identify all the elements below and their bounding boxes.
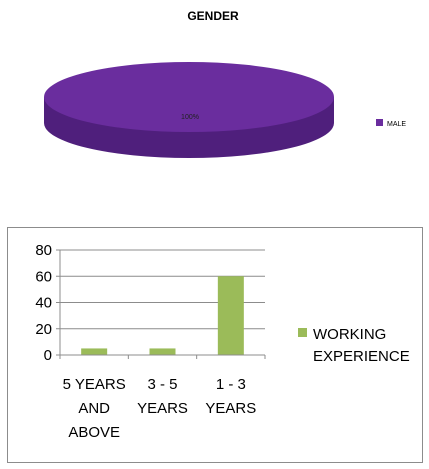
bar-1: [149, 348, 176, 355]
pie-chart-title: GENDER: [187, 9, 239, 23]
x-tick-label: 1 - 3 YEARS: [205, 376, 256, 417]
bar-legend-line-2: EXPERIENCE: [313, 348, 410, 365]
x-tick-label-line: AND: [78, 400, 110, 417]
x-tick-label-line: 5 YEARS: [63, 376, 126, 393]
bar-chart-frame: [7, 227, 423, 463]
x-tick-label: 3 - 5 YEARS: [137, 376, 188, 417]
y-tick-label: 0: [44, 347, 52, 364]
bar-chart-x-axis: 5 YEARS AND ABOVE 3 - 5 YEARS 1 - 3 YEARS: [59, 354, 266, 441]
pie-data-label: 100%: [181, 114, 199, 121]
x-tick-label: 5 YEARS AND ABOVE: [63, 376, 126, 441]
x-tick-label-line: YEARS: [205, 400, 256, 417]
bar-legend-line-1: WORKING: [313, 326, 386, 343]
bar-chart-bars: [81, 276, 244, 355]
y-tick-label: 20: [35, 321, 52, 338]
bar-chart-y-axis: 0 20 40 60 80: [35, 242, 61, 364]
y-tick-label: 80: [35, 242, 52, 259]
gender-pie-chart: GENDER 100% MALE: [44, 9, 406, 158]
x-tick-label-line: YEARS: [137, 400, 188, 417]
pie-legend-label-male: MALE: [387, 121, 406, 128]
x-tick-label-line: ABOVE: [68, 424, 120, 441]
x-tick-label-line: 3 - 5: [147, 376, 177, 393]
y-tick-label: 40: [35, 295, 52, 312]
pie-legend-swatch-male: [376, 119, 383, 126]
bar-legend-swatch: [298, 328, 307, 337]
bar-2: [217, 276, 244, 355]
bar-0: [81, 348, 108, 355]
x-tick-label-line: 1 - 3: [216, 376, 246, 393]
bar-legend-label: WORKING EXPERIENCE: [313, 326, 410, 365]
y-tick-label: 60: [35, 268, 52, 285]
pie-slice-male: [44, 62, 334, 132]
